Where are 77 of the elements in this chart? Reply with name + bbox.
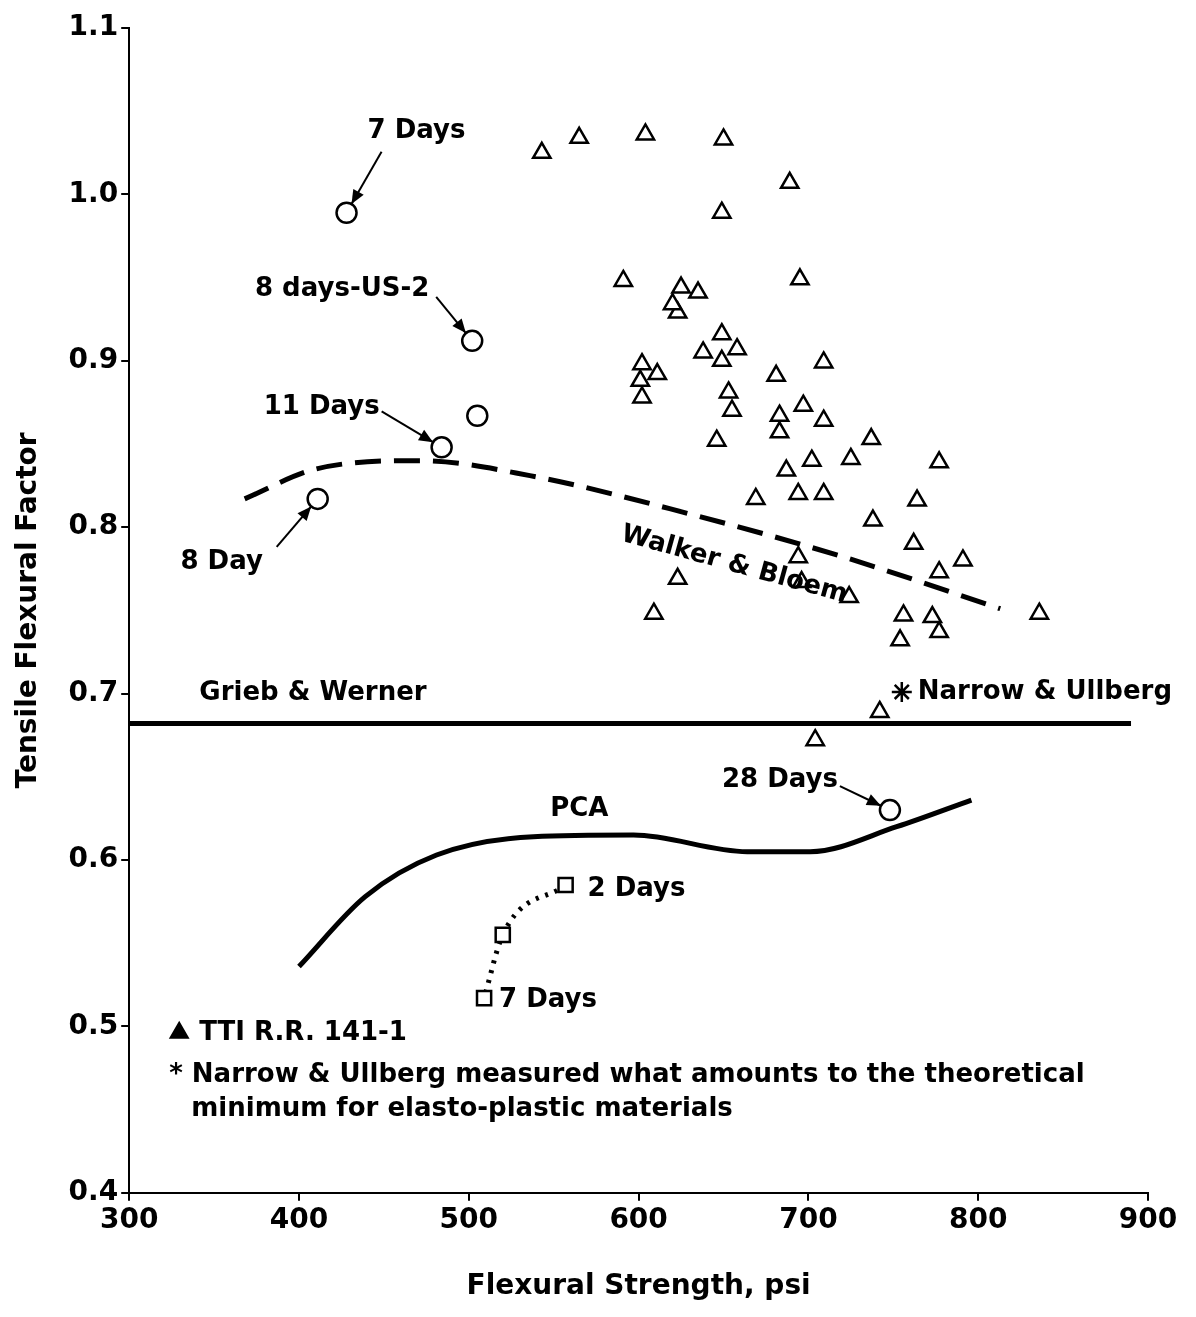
point — [671, 276, 691, 294]
point — [869, 700, 890, 719]
x-tick-label: 800 — [948, 1201, 1008, 1235]
point — [531, 141, 552, 160]
x-tick-label: 600 — [609, 1201, 668, 1235]
point — [613, 269, 634, 288]
annotation: 8 Day — [180, 544, 263, 575]
point — [693, 341, 714, 359]
point — [813, 482, 834, 501]
legend-label: TTI R.R. 141-1 — [199, 1015, 407, 1046]
annotation: PCA — [550, 791, 609, 822]
point — [1029, 602, 1050, 620]
annotation: 28 Days — [721, 762, 838, 793]
point — [893, 604, 914, 622]
y-tick-label: 1.1 — [68, 9, 119, 43]
y-tick-label: 0.7 — [68, 674, 119, 708]
y-tick-label: 1.0 — [68, 175, 119, 209]
annotation: 11 Days — [263, 390, 380, 421]
point — [711, 349, 732, 368]
point — [801, 449, 822, 467]
point — [813, 409, 834, 427]
point — [643, 602, 664, 620]
annotation: 8 days-US-2 — [254, 271, 430, 302]
x-axis-title: Flexural Strength, psi — [466, 1268, 811, 1302]
point — [929, 451, 950, 469]
point — [706, 429, 727, 447]
point — [688, 281, 708, 299]
point — [779, 171, 800, 189]
annotation: * Narrow & Ullberg measured what amounts to the theoretical minimum for elasto-plastic materials — [169, 1057, 1085, 1122]
point — [929, 620, 950, 639]
point — [727, 337, 747, 356]
point — [630, 369, 651, 388]
point — [790, 268, 810, 286]
x-tick-label: 700 — [779, 1201, 838, 1235]
point — [766, 364, 787, 383]
x-tick-label: 900 — [1118, 1201, 1178, 1235]
annotation: 7 Days — [367, 114, 466, 145]
y-tick-label: 0.5 — [68, 1007, 119, 1041]
y-axis-title: Tensile Flexural Factor — [10, 432, 44, 789]
point — [863, 509, 883, 527]
point — [907, 489, 927, 507]
annotation: Grieb & Werner — [199, 676, 427, 707]
point — [903, 532, 924, 551]
point — [922, 605, 943, 624]
point — [769, 421, 790, 439]
annotation: 2 Days — [587, 871, 686, 902]
point — [776, 459, 797, 477]
point — [890, 629, 910, 647]
y-tick-label: 0.8 — [68, 508, 119, 542]
point — [722, 399, 742, 417]
point — [711, 201, 732, 219]
point — [861, 427, 882, 446]
point — [769, 404, 790, 422]
point — [953, 549, 973, 567]
point — [711, 322, 732, 341]
point — [667, 567, 688, 586]
point — [632, 386, 652, 404]
x-tick-label: 400 — [269, 1201, 329, 1235]
point — [632, 352, 652, 371]
point — [569, 126, 590, 145]
annotation: 7 Days — [499, 982, 597, 1013]
point — [805, 728, 826, 747]
point — [745, 487, 766, 506]
y-tick-label: 0.9 — [68, 342, 119, 376]
annotation: Narrow & Ullberg — [917, 674, 1173, 705]
point — [929, 560, 950, 579]
point — [793, 394, 814, 412]
x-tick-label: 500 — [439, 1201, 499, 1235]
point — [813, 351, 834, 369]
point — [635, 123, 656, 141]
y-tick-label: 0.6 — [68, 841, 119, 875]
point — [647, 362, 668, 381]
point — [713, 128, 734, 146]
point — [662, 292, 683, 311]
point — [788, 482, 809, 501]
point — [718, 381, 739, 399]
point — [840, 447, 861, 466]
